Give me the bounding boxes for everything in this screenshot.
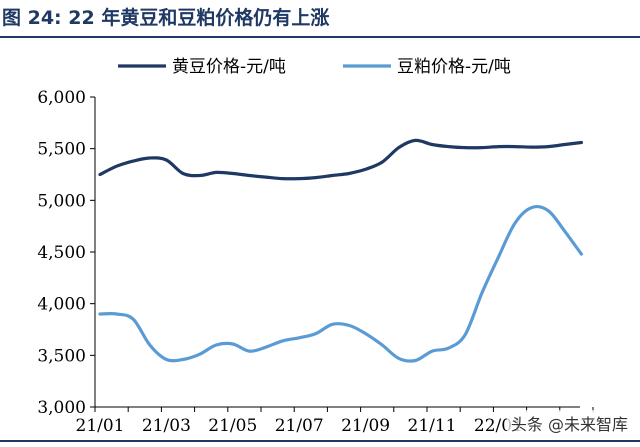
legend-label-2: 豆粕价格-元/吨 bbox=[397, 57, 511, 77]
y-tick-label: 4,500 bbox=[37, 243, 86, 263]
legend: 黄豆价格-元/吨 豆粕价格-元/吨 bbox=[118, 57, 511, 77]
figure-title: 图 24: 22 年黄豆和豆粕价格仍有上涨 bbox=[2, 7, 330, 29]
x-tick-label: 21/03 bbox=[142, 416, 191, 436]
chart-axes: 3,000 3,500 4,000 4,500 5,000 5,500 6,000 21/01… bbox=[37, 88, 594, 436]
y-tick-label: 5,000 bbox=[37, 191, 86, 211]
footer-divider bbox=[0, 440, 640, 442]
y-tick-label: 3,500 bbox=[37, 346, 86, 366]
chart-series bbox=[98, 138, 583, 363]
y-tick-label: 6,000 bbox=[37, 88, 86, 108]
watermark: 头条 @未来智库 bbox=[506, 410, 632, 436]
title-divider bbox=[0, 36, 640, 38]
x-tick-label: 21/07 bbox=[275, 416, 324, 436]
series-line-1 bbox=[98, 138, 583, 181]
x-tick-label: 21/01 bbox=[76, 416, 125, 436]
x-tick-label: 21/09 bbox=[341, 416, 390, 436]
y-tick-label: 5,500 bbox=[37, 140, 86, 160]
x-tick-label: 21/05 bbox=[208, 416, 257, 436]
x-tick-label: 21/11 bbox=[408, 416, 457, 436]
y-tick-label: 3,000 bbox=[37, 398, 86, 418]
y-tick-label: 4,000 bbox=[37, 295, 86, 315]
series-line-2 bbox=[98, 205, 583, 363]
legend-label-1: 黄豆价格-元/吨 bbox=[172, 57, 286, 77]
